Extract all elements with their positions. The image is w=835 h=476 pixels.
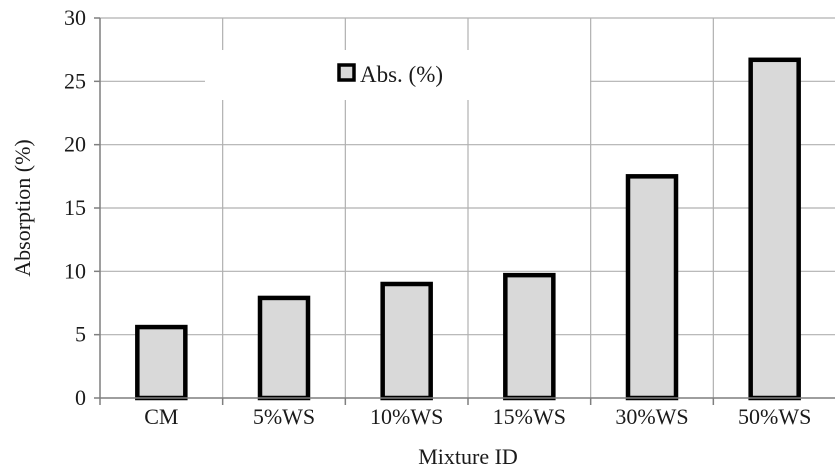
- x-axis-label: Mixture ID: [418, 444, 518, 469]
- y-tick-label: 10: [64, 258, 86, 283]
- axes: [94, 17, 835, 405]
- bar: [503, 272, 556, 401]
- x-tick-label: 50%WS: [738, 404, 811, 429]
- y-tick-label: 5: [75, 322, 86, 347]
- bar: [380, 281, 433, 401]
- x-tick-label: 10%WS: [370, 404, 443, 429]
- bar: [625, 174, 679, 401]
- legend-background: [205, 50, 590, 100]
- y-tick-labels: 0 5 10 15 20 25 30: [64, 5, 86, 410]
- bar: [257, 295, 311, 401]
- x-tick-label: 5%WS: [253, 404, 315, 429]
- legend-label: Abs. (%): [360, 62, 443, 87]
- y-tick-label: 0: [75, 385, 86, 410]
- x-tick-labels: CM 5%WS 10%WS 15%WS 30%WS 50%WS: [144, 404, 811, 429]
- y-tick-label: 30: [64, 5, 86, 30]
- legend: Abs. (%): [205, 50, 590, 100]
- y-tick-label: 20: [64, 132, 86, 157]
- bar: [135, 324, 188, 401]
- bar: [748, 57, 801, 401]
- y-axis-label: Absorption (%): [10, 139, 35, 276]
- x-tick-label: 30%WS: [615, 404, 688, 429]
- y-tick-label: 25: [64, 68, 86, 93]
- x-tick-label: 15%WS: [493, 404, 566, 429]
- bars: [135, 57, 801, 401]
- x-tick-label: CM: [144, 404, 178, 429]
- legend-swatch: [337, 63, 356, 82]
- y-tick-label: 15: [64, 195, 86, 220]
